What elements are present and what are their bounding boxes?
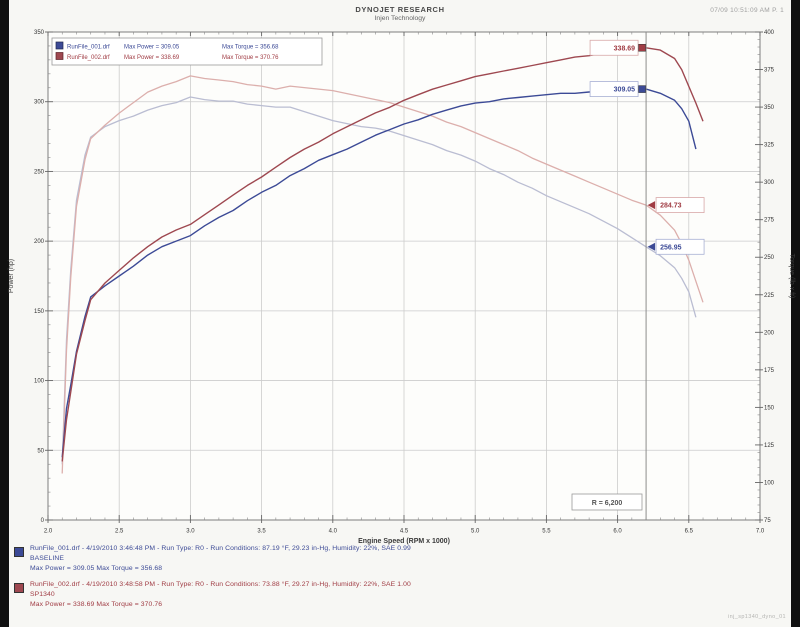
callout-label-torque_baseline: 256.95: [660, 244, 682, 251]
torque-tick-label: 100: [764, 480, 775, 486]
torque-tick-label: 300: [764, 180, 775, 186]
x-tick-label: 5.5: [542, 529, 551, 535]
legend-swatch-baseline: [55, 41, 64, 50]
torque-mod-curve: [61, 75, 704, 474]
x-tick-label: 2.5: [115, 529, 124, 535]
cursor-readout: R = 6,200: [571, 493, 643, 511]
callout-box-power_baseline: [589, 81, 639, 97]
legend-file-baseline: RunFile_001.drf: [67, 45, 110, 51]
chart-overlay-layer: 338.69 309.05 284.73 256.95: [589, 32, 705, 520]
x-tick-label: 4.0: [329, 529, 338, 535]
power-tick-label: 150: [34, 309, 45, 315]
legend-row-baseline: RunFile_001.drf Max Power = 309.05 Max T…: [67, 45, 279, 51]
run2-info-line: RunFile_002.drf - 4/19/2010 3:48:58 PM -…: [30, 581, 411, 588]
run1-max-line: Max Power = 309.05 Max Torque = 356.68: [30, 565, 163, 572]
torque-tick-label: 75: [764, 518, 771, 524]
print-timestamp: 07/09 10:51:09 AM P. 1: [710, 7, 784, 14]
torque-tick-label: 250: [764, 255, 775, 261]
callout-label-power_baseline: 309.05: [614, 87, 636, 94]
run1-swatch: [14, 547, 24, 557]
run1-info-line: RunFile_001.drf - 4/19/2010 3:46:48 PM -…: [30, 545, 411, 552]
callout-arrow-torque_baseline: [647, 242, 656, 251]
left-axis-title: Power (hp): [8, 259, 15, 293]
page-title: DYNOJET RESEARCH: [355, 5, 445, 14]
torque-tick-label: 150: [764, 405, 775, 411]
power-tick-label: 250: [34, 169, 45, 175]
callout-box-torque_mod: [655, 197, 705, 213]
torque-tick-label: 200: [764, 330, 775, 336]
legend-torque-mod: Max Torque = 370.76: [222, 55, 279, 61]
x-tick-label: 3.0: [186, 529, 195, 535]
power-tick-label: 350: [34, 30, 45, 36]
callout-box-power_mod: [589, 39, 639, 56]
x-axis-title: Engine Speed (RPM x 1000): [358, 538, 450, 545]
run2-max-line: Max Power = 338.69 Max Torque = 370.76: [30, 601, 163, 608]
legend-swatch-mod: [55, 52, 64, 60]
torque-baseline-curve: [61, 96, 697, 465]
torque-tick-label: 225: [764, 293, 775, 299]
run2-name-line: SP1340: [30, 591, 55, 598]
right-axis-title: Torque (lb x ft): [788, 254, 795, 299]
callout-box-torque_baseline: [655, 238, 705, 255]
run1-name-line: BASELINE: [30, 555, 65, 562]
run2-swatch: [14, 583, 24, 593]
torque-tick-label: 350: [764, 105, 775, 111]
x-tick-label: 5.0: [471, 529, 480, 535]
torque-tick-label: 275: [764, 218, 775, 224]
torque-tick-label: 125: [764, 443, 775, 449]
torque-tick-label: 175: [764, 368, 775, 374]
callout-label-power_mod: 338.69: [614, 45, 636, 52]
x-tick-label: 2.0: [44, 529, 53, 535]
torque-tick-label: 325: [764, 143, 775, 149]
chart-generated-layer: 2.0 2.5 3.0 3.5 4.0 4.5 5.0 5.5 6.0 6.5 7.0 0 50 100 1…: [34, 30, 775, 535]
page-subtitle: Injen Technology: [374, 15, 426, 22]
legend-torque-baseline: Max Torque = 356.68: [222, 45, 279, 51]
x-tick-label: 6.0: [613, 529, 622, 535]
power-tick-label: 50: [37, 448, 44, 454]
legend-file-mod: RunFile_002.drf: [67, 55, 110, 61]
power-tick-label: 0: [41, 518, 45, 524]
legend-row-mod: RunFile_002.drf Max Power = 338.69 Max T…: [67, 55, 279, 61]
callout-marker-power_baseline: [638, 85, 646, 93]
x-tick-label: 3.5: [257, 529, 266, 535]
power-tick-label: 200: [34, 239, 45, 245]
torque-tick-label: 400: [764, 30, 775, 36]
cursor-readout-label: R = 6,200: [592, 500, 623, 507]
power-tick-label: 300: [34, 100, 45, 106]
legend-power-baseline: Max Power = 309.05: [124, 45, 180, 51]
cursor-readout-box: [571, 493, 643, 511]
legend-power-mod: Max Power = 338.69: [124, 55, 180, 61]
photo-watermark: inj_sp1340_dyno_01: [728, 614, 786, 620]
x-tick-label: 7.0: [756, 529, 765, 535]
x-tick-label: 6.5: [685, 529, 694, 535]
legend-box: [51, 37, 323, 66]
callout-arrow-torque_mod: [647, 201, 656, 210]
callout-marker-power_mod: [638, 44, 646, 52]
x-tick-label: 4.5: [400, 529, 409, 535]
torque-tick-label: 375: [764, 68, 775, 74]
power-tick-label: 100: [34, 379, 45, 385]
callout-label-torque_mod: 284.73: [660, 203, 682, 210]
legend: RunFile_001.drf Max Power = 309.05 Max T…: [51, 37, 323, 66]
